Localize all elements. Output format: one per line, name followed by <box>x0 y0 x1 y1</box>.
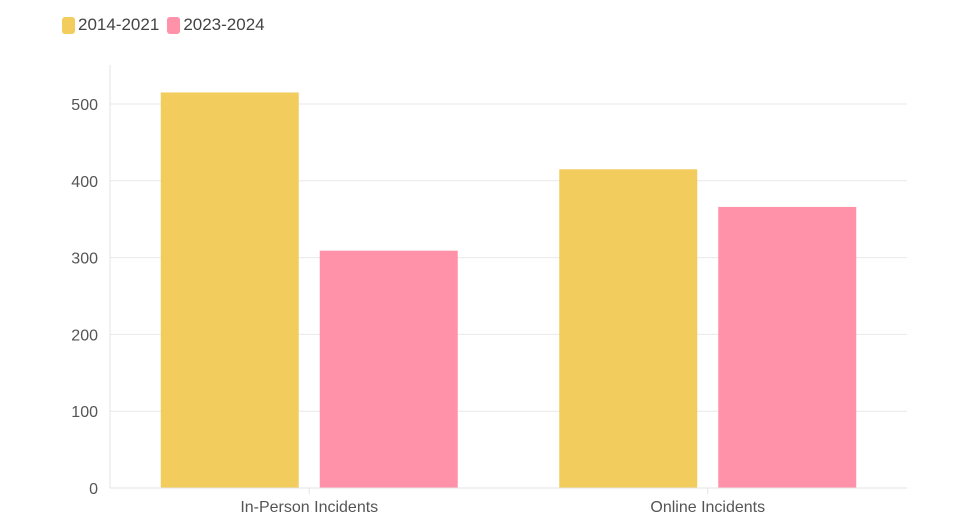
bars <box>160 92 857 489</box>
y-tick-label-500: 500 <box>71 97 98 114</box>
y-tick-label-300: 300 <box>71 251 98 268</box>
chart-legend: 2014-2021 2023-2024 <box>62 15 273 35</box>
bar-series2-cat2[interactable] <box>718 206 857 489</box>
legend-item-series-1[interactable]: 2014-2021 <box>62 15 159 35</box>
y-tick-label-200: 200 <box>71 327 98 344</box>
legend-swatch-series-2 <box>167 16 181 34</box>
tick-labels: 0 100 200 300 400 500 In-Person Incidents Onlin… <box>71 97 765 516</box>
bar-series1-cat1[interactable] <box>160 92 299 488</box>
bar-series2-cat1[interactable] <box>319 250 458 488</box>
legend-label-series-1: 2014-2021 <box>78 15 160 34</box>
legend-item-series-2[interactable]: 2023-2024 <box>167 15 265 35</box>
x-tick-label-2: Online Incidents <box>650 499 765 516</box>
legend-label-series-2: 2023-2024 <box>183 15 265 34</box>
y-tick-label-0: 0 <box>89 481 98 498</box>
axes <box>109 65 907 494</box>
y-tick-label-100: 100 <box>71 404 98 421</box>
x-tick-label-1: In-Person Incidents <box>240 499 378 516</box>
legend-swatch-series-1 <box>62 16 75 34</box>
bar-series1-cat2[interactable] <box>559 169 698 488</box>
y-tick-label-400: 400 <box>71 174 98 191</box>
